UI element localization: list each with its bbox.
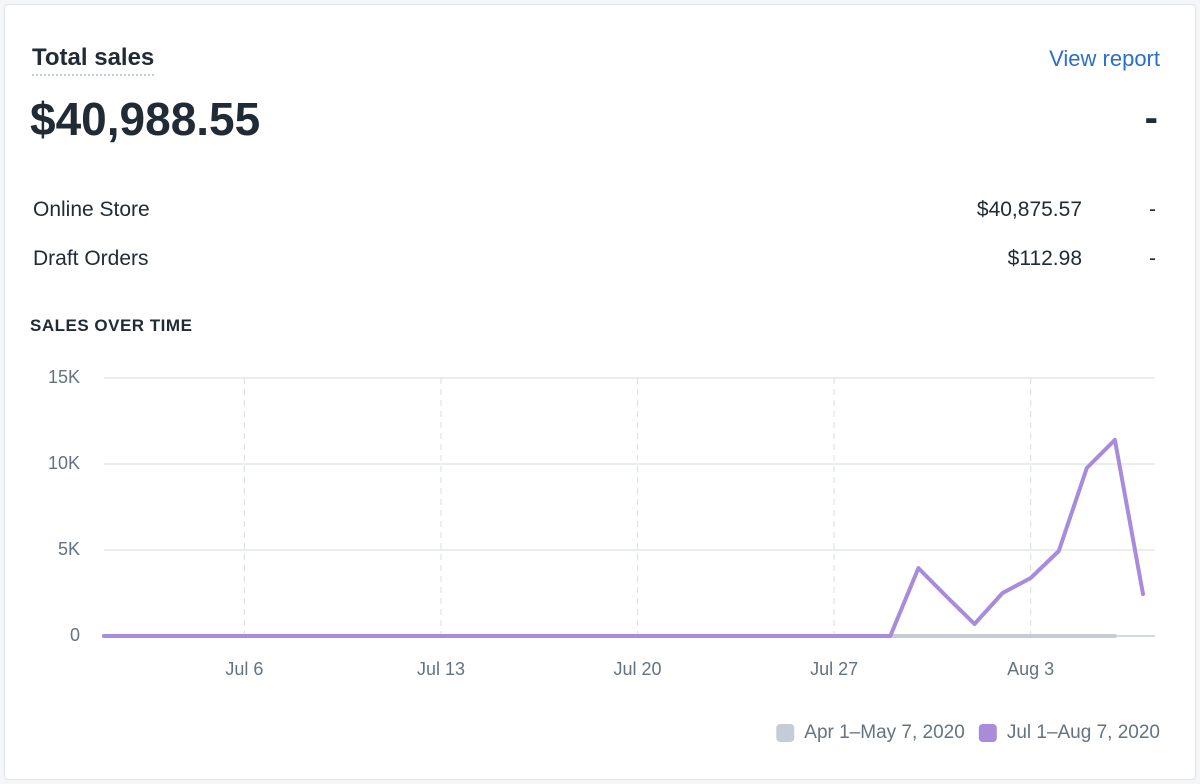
x-tick-label: Jul 13 — [417, 659, 465, 679]
card-title: Total sales — [32, 44, 155, 76]
legend-label: Jul 1–Aug 7, 2020 — [1007, 722, 1160, 743]
total-value: $40,988.55 — [30, 93, 261, 145]
legend-swatch — [776, 724, 795, 742]
y-tick-label: 10K — [48, 453, 80, 473]
row-value: $40,875.57 — [976, 198, 1082, 221]
y-tick-label: 0 — [70, 625, 80, 645]
x-tick-label: Jul 20 — [614, 659, 662, 679]
legend-swatch — [978, 724, 997, 742]
series-line — [102, 437, 1145, 638]
total-change: - — [1144, 96, 1158, 140]
x-tick-label: Jul 6 — [225, 659, 263, 679]
row-label: Online Store — [33, 198, 150, 221]
legend-label: Apr 1–May 7, 2020 — [804, 722, 965, 743]
row-label: Draft Orders — [33, 247, 149, 270]
row-change: - — [1149, 247, 1156, 270]
x-tick-label: Jul 27 — [810, 659, 858, 679]
view-report-link[interactable]: View report — [1049, 46, 1160, 71]
y-tick-label: 15K — [48, 367, 80, 387]
chart-title: SALES OVER TIME — [30, 316, 193, 335]
y-tick-label: 5K — [58, 539, 80, 559]
row-value: $112.98 — [1007, 247, 1082, 270]
card — [4, 4, 1196, 780]
row-change: - — [1149, 198, 1156, 221]
x-tick-label: Aug 3 — [1007, 659, 1054, 679]
